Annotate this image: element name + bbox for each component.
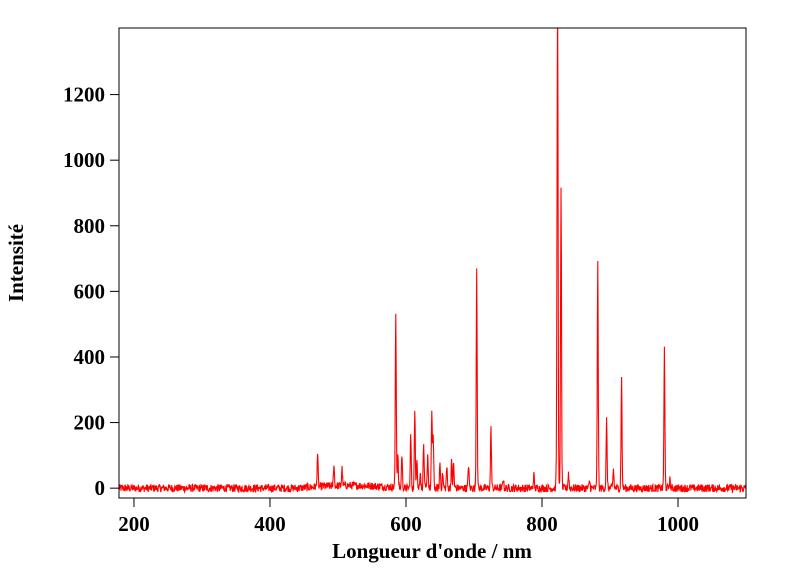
y-tick-label: 1000: [63, 148, 105, 172]
x-tick-label: 600: [390, 512, 422, 536]
x-tick-label: 200: [118, 512, 150, 536]
x-axis: 200 400 600 800 1000: [118, 498, 699, 536]
x-axis-label: Longueur d'onde / nm: [332, 539, 532, 563]
x-tick-label: 400: [254, 512, 286, 536]
x-tick-label: 1000: [657, 512, 699, 536]
y-tick-label: 600: [74, 279, 106, 303]
y-tick-label: 0: [95, 476, 106, 500]
spectrum-line: [119, 28, 746, 495]
y-axis: 0 200 400 600 800 1000 1200: [63, 83, 119, 500]
y-axis-label: Intensité: [4, 224, 28, 302]
x-tick-label: 800: [526, 512, 558, 536]
y-tick-label: 1200: [63, 83, 105, 107]
y-tick-label: 400: [74, 345, 106, 369]
y-tick-label: 200: [74, 411, 106, 435]
plot-frame: [118, 27, 747, 499]
y-tick-label: 800: [74, 214, 106, 238]
